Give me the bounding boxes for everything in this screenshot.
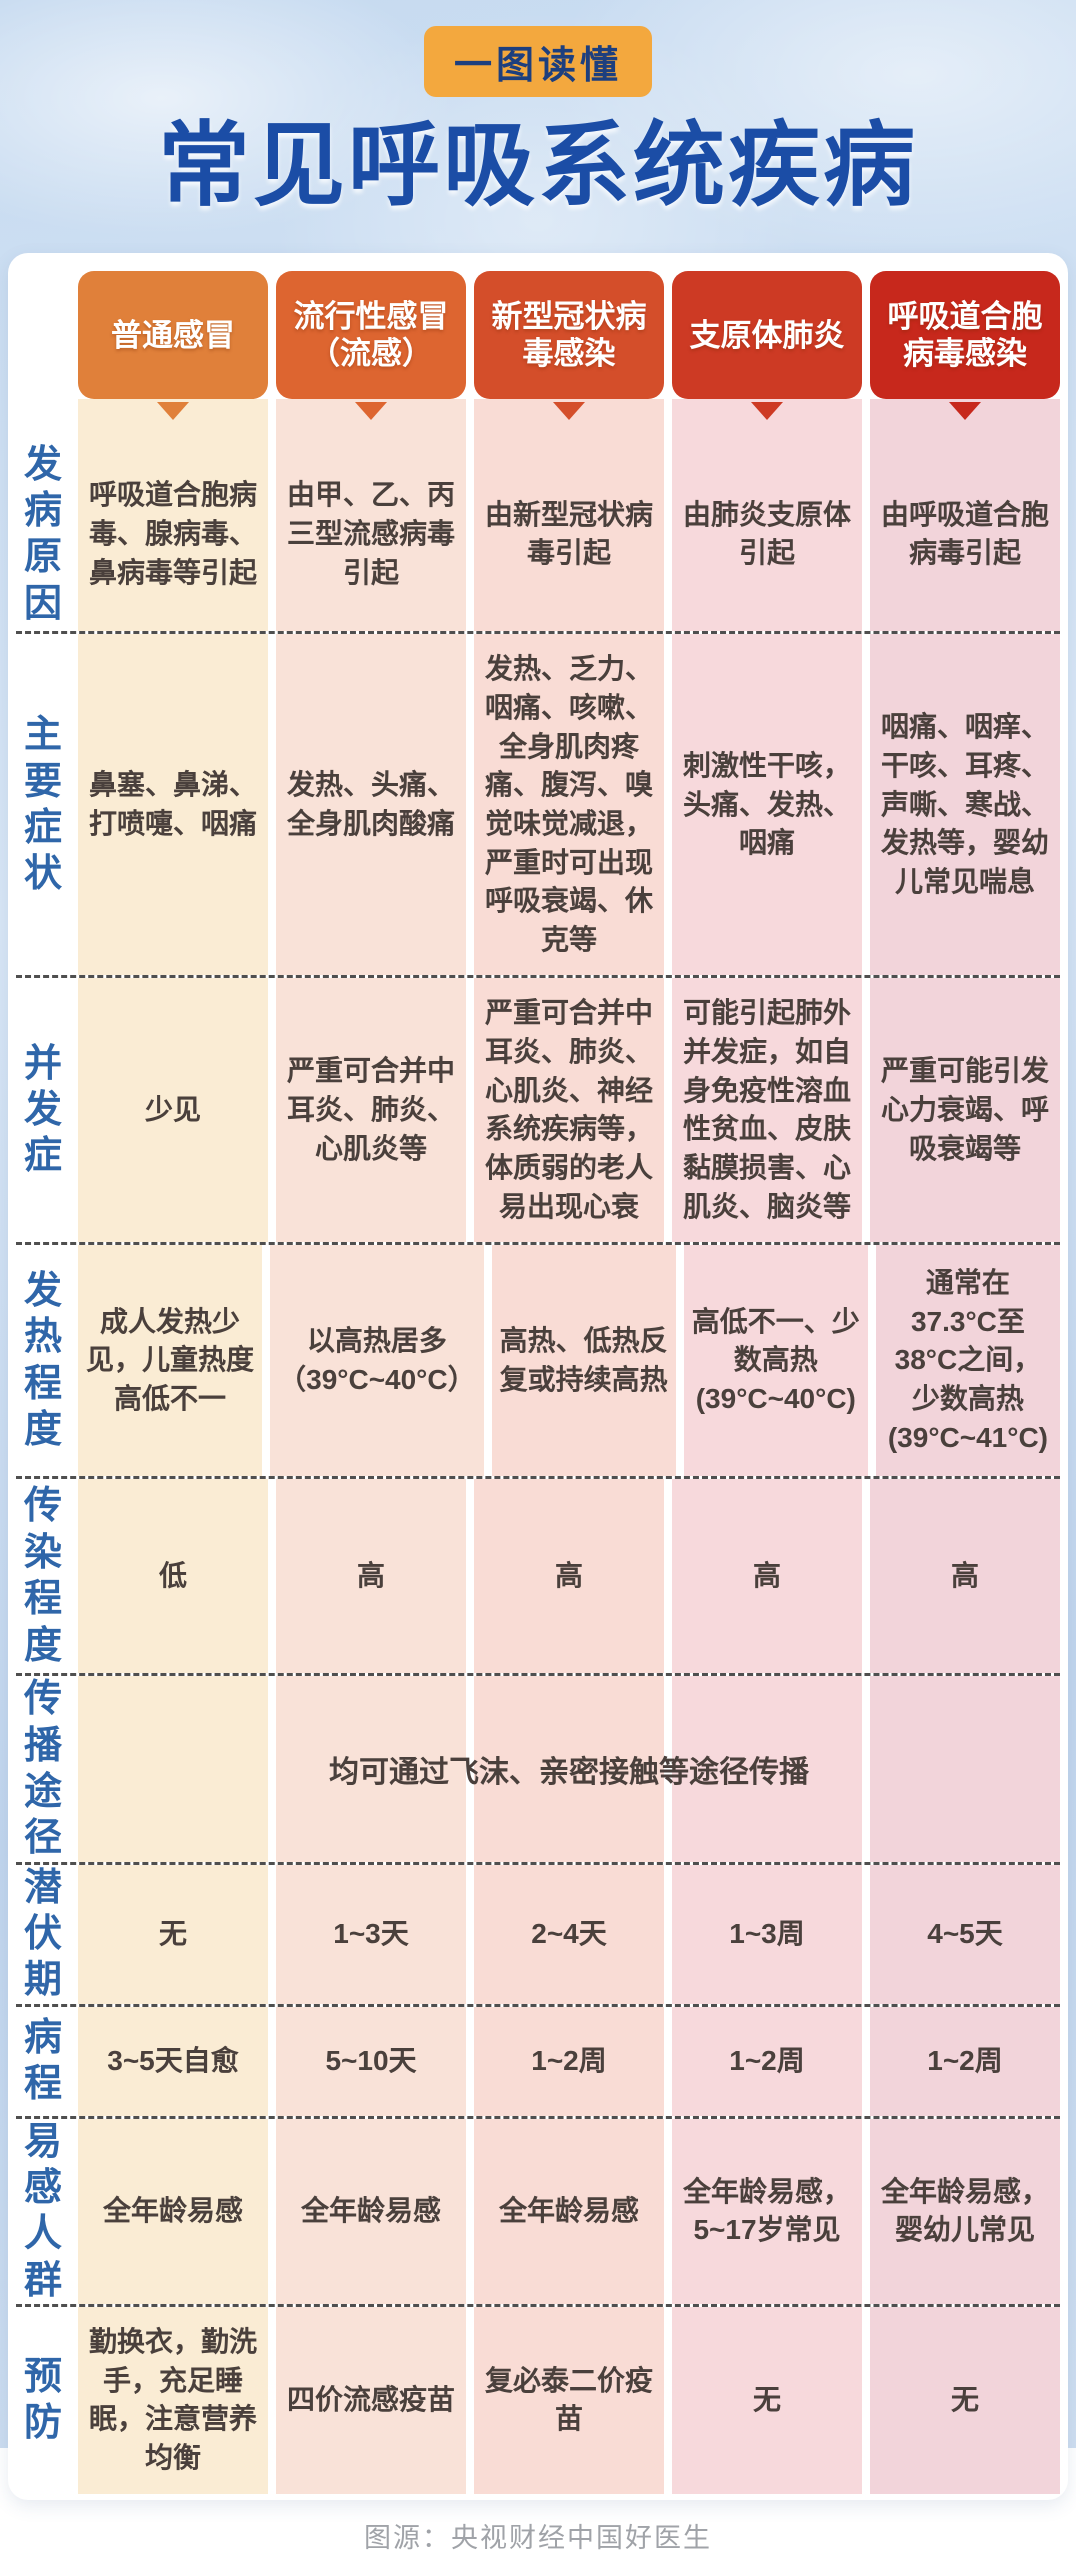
row-label-transmission-route: 传播途径 — [23, 1678, 62, 1860]
table-cell: 咽痛、咽痒、干咳、耳疼、声嘶、寒战、发热等，婴幼儿常见喘息 — [870, 634, 1060, 976]
table-cell: 3~5天自愈 — [78, 2006, 268, 2116]
column-header-row: 普通感冒 流行性感冒（流感） 新型冠状病毒感染 支原体肺炎 呼吸道合胞病毒感染 — [16, 271, 1060, 438]
table-cell: 复必泰二价疫苗 — [474, 2307, 664, 2494]
table-cell: 全年龄易感，婴幼儿常见 — [870, 2118, 1060, 2305]
table-cell: 高 — [276, 1479, 466, 1674]
header-badge: 一图读懂 — [423, 26, 652, 97]
table-cell: 全年龄易感 — [474, 2118, 664, 2305]
image-source-credit: 图源：央视财经中国好医生 — [364, 2522, 712, 2553]
merged-cell-transmission: 均可通过飞沫、亲密接触等途径传播 — [329, 1755, 809, 1789]
table-cell: 无 — [870, 2307, 1060, 2494]
column-header-rsv: 呼吸道合胞病毒感染 — [870, 271, 1060, 438]
table-cell: 通常在37.3°C至38°C之间，少数高热(39°C~41°C) — [875, 1245, 1060, 1477]
table-cell: 无 — [78, 1864, 268, 2004]
table-cell — [474, 1676, 664, 1862]
row-label-incubation-period: 潜伏期 — [23, 1866, 62, 2002]
column-header-mycoplasma-pneumonia: 支原体肺炎 — [672, 271, 862, 438]
row-label-susceptible-population: 易感人群 — [23, 2120, 62, 2302]
header-spacer — [16, 271, 70, 437]
table-cell: 由新型冠状病毒引起 — [474, 437, 664, 632]
row-label-contagiousness: 传染程度 — [23, 1485, 62, 1667]
table-cell: 1~3周 — [672, 1864, 862, 2004]
table-row-transmission-route: 传播途径 均可通过飞沫、亲密接触等途径传播 — [16, 1676, 1060, 1865]
table-cell: 2~4天 — [474, 1864, 664, 2004]
row-label-complications: 并发症 — [23, 1042, 62, 1178]
column-header-common-cold: 普通感冒 — [78, 271, 268, 438]
table-cell — [78, 1676, 268, 1862]
table-cell: 高 — [870, 1479, 1060, 1674]
table-cell: 严重可能引发心力衰竭、呼吸衰竭等 — [870, 978, 1060, 1243]
table-cell: 5~10天 — [276, 2006, 466, 2116]
table-row-fever-level: 发热程度 成人发热少见，儿童热度高低不一 以高热居多（39°C~40°C） 高热… — [16, 1245, 1060, 1480]
table-cell: 发热、乏力、咽痛、咳嗽、全身肌肉疼痛、腹泻、嗅觉味觉减退，严重时可出现呼吸衰竭、… — [474, 634, 664, 976]
table-cell: 严重可合并中耳炎、肺炎、心肌炎等 — [276, 978, 466, 1243]
column-header-covid: 新型冠状病毒感染 — [474, 271, 664, 438]
table-cell — [672, 1676, 862, 1862]
table-cell: 全年龄易感 — [276, 2118, 466, 2305]
pointer-triangle-icon — [949, 402, 981, 421]
pointer-triangle-icon — [355, 402, 387, 421]
table-row-incubation-period: 潜伏期 无 1~3天 2~4天 1~3周 4~5天 — [16, 1864, 1060, 2007]
pointer-triangle-icon — [751, 402, 783, 421]
table-row-cause: 发病原因 呼吸道合胞病毒、腺病毒、鼻病毒等引起 由甲、乙、丙三型流感病毒引起 由… — [16, 437, 1060, 635]
table-cell: 1~2周 — [672, 2006, 862, 2116]
table-cell: 1~3天 — [276, 1864, 466, 2004]
row-label-fever-level: 发热程度 — [23, 1269, 62, 1451]
column-header-influenza: 流行性感冒（流感） — [276, 271, 466, 438]
page-title: 常见呼吸系统疾病 — [157, 115, 918, 217]
table-row-contagiousness: 传染程度 低 高 高 高 高 — [16, 1479, 1060, 1677]
table-row-susceptible-population: 易感人群 全年龄易感 全年龄易感 全年龄易感 全年龄易感，5~17岁常见 全年龄… — [16, 2118, 1060, 2308]
table-cell: 以高热居多（39°C~40°C） — [270, 1245, 484, 1477]
pointer-triangle-icon — [553, 402, 585, 421]
table-cell: 呼吸道合胞病毒、腺病毒、鼻病毒等引起 — [78, 437, 268, 632]
row-label-symptoms: 主要症状 — [23, 714, 62, 896]
row-label-cause: 发病原因 — [23, 443, 62, 625]
table-cell: 少见 — [78, 978, 268, 1243]
row-label-prevention: 预防 — [23, 2355, 62, 2445]
table-cell: 无 — [672, 2307, 862, 2494]
table-row-symptoms: 主要症状 鼻塞、鼻涕、打喷嚏、咽痛 发热、头痛、全身肌肉酸痛 发热、乏力、咽痛、… — [16, 634, 1060, 979]
table-cell: 鼻塞、鼻涕、打喷嚏、咽痛 — [78, 634, 268, 976]
table-cell: 严重可合并中耳炎、肺炎、心肌炎、神经系统疾病等，体质弱的老人易出现心衰 — [474, 978, 664, 1243]
table-cell: 高热、低热反复或持续高热 — [491, 1245, 676, 1477]
table-cell: 四价流感疫苗 — [276, 2307, 466, 2494]
table-cell — [276, 1676, 466, 1862]
table-cell: 低 — [78, 1479, 268, 1674]
table-cell: 全年龄易感，5~17岁常见 — [672, 2118, 862, 2305]
table-cell — [870, 1676, 1060, 1862]
table-cell: 刺激性干咳，头痛、发热、咽痛 — [672, 634, 862, 976]
table-cell: 由甲、乙、丙三型流感病毒引起 — [276, 437, 466, 632]
table-row-prevention: 预防 勤换衣，勤洗手，充足睡眠，注意营养均衡 四价流感疫苗 复必泰二价疫苗 无 … — [16, 2307, 1060, 2494]
row-label-disease-course: 病程 — [23, 2016, 62, 2106]
table-cell: 高 — [672, 1479, 862, 1674]
table-cell: 4~5天 — [870, 1864, 1060, 2004]
table-cell: 可能引起肺外并发症，如自身免疫性溶血性贫血、皮肤黏膜损害、心肌炎、脑炎等 — [672, 978, 862, 1243]
table-cell: 全年龄易感 — [78, 2118, 268, 2305]
table-cell: 高低不一、少数高热(39°C~40°C) — [683, 1245, 868, 1477]
table-cell: 1~2周 — [870, 2006, 1060, 2116]
table-cell: 1~2周 — [474, 2006, 664, 2116]
table-cell: 发热、头痛、全身肌肉酸痛 — [276, 634, 466, 976]
table-row-disease-course: 病程 3~5天自愈 5~10天 1~2周 1~2周 1~2周 — [16, 2006, 1060, 2119]
table-row-complications: 并发症 少见 严重可合并中耳炎、肺炎、心肌炎等 严重可合并中耳炎、肺炎、心肌炎、… — [16, 978, 1060, 1246]
table-cell: 由呼吸道合胞病毒引起 — [870, 437, 1060, 632]
pointer-triangle-icon — [157, 402, 189, 421]
table-cell: 高 — [474, 1479, 664, 1674]
comparison-table: 普通感冒 流行性感冒（流感） 新型冠状病毒感染 支原体肺炎 呼吸道合胞病毒感染 — [8, 253, 1068, 2500]
table-cell: 由肺炎支原体引起 — [672, 437, 862, 632]
table-cell: 勤换衣，勤洗手，充足睡眠，注意营养均衡 — [78, 2307, 268, 2494]
table-cell: 成人发热少见，儿童热度高低不一 — [78, 1245, 263, 1477]
